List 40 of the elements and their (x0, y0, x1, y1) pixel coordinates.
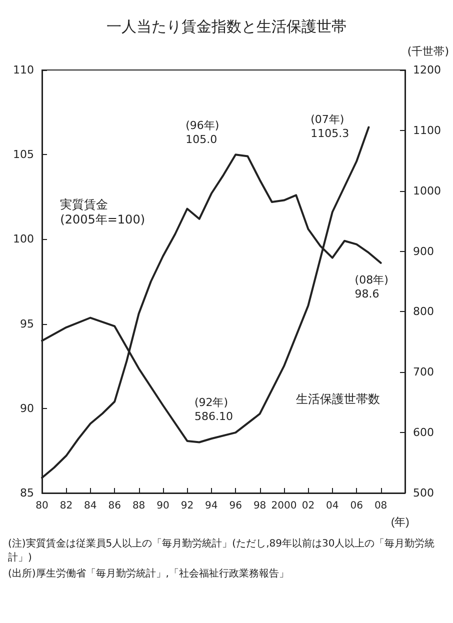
annotation: (08年) 98.6 (354, 273, 388, 300)
x-tick-label: 92 (180, 500, 194, 512)
y-tick-label: 105 (13, 148, 34, 162)
annotation: (07年) 1105.3 (310, 112, 350, 140)
x-tick-label: 02 (302, 500, 315, 512)
text: (出所)厚生労働省「毎月勤労統計」,「社会福祉行政業務報告」 (8, 568, 289, 580)
y2-tick-label: 700 (413, 366, 434, 379)
y2-tick-label: 900 (413, 244, 434, 258)
y2-tick-label: 800 (413, 305, 434, 318)
text: (注)実質賃金は従業員5人以上の「毎月勤労統計」(ただし,89年以前は30人以上の「毎月勤労統計」) (8, 538, 435, 564)
chart-title: 一人当たり賃金指数と生活保護世帯 (106, 18, 346, 36)
y-tick-label: 95 (20, 317, 34, 330)
x-tick-label: 2000 (271, 500, 297, 512)
y2-tick-label: 1100 (413, 124, 441, 137)
annotation: (92年) 586.10 (194, 396, 233, 424)
x-tick-label: 98 (253, 500, 266, 512)
y-tick-label: 90 (20, 402, 34, 415)
y2-tick-label: 500 (413, 486, 434, 500)
x-tick-label: 96 (229, 500, 242, 512)
y-tick-label: 85 (20, 486, 34, 500)
x-tick-label: 86 (108, 500, 121, 512)
x-axis-title: (年) (391, 516, 410, 528)
series-label: 生活保護世帯数 (296, 392, 380, 406)
y2-tick-label: 600 (413, 426, 434, 440)
x-tick-label: 82 (60, 500, 73, 512)
x-tick-label: 04 (326, 500, 339, 512)
y2-tick-label: 1200 (413, 64, 441, 76)
y-tick-label: 110 (13, 64, 34, 76)
x-tick-label: 90 (156, 500, 170, 512)
x-tick-label: 80 (36, 500, 48, 512)
x-tick-label: 94 (205, 500, 218, 512)
x-tick-label: 08 (374, 500, 388, 512)
y2-axis-title: (千世帯) (407, 45, 450, 58)
x-tick-label: 84 (84, 500, 97, 512)
x-tick-label: 88 (132, 500, 146, 512)
y2-tick-label: 1000 (413, 184, 441, 198)
annotation: (96年) 105.0 (186, 119, 220, 146)
y-tick-label: 100 (13, 232, 34, 246)
x-tick-label: 06 (350, 500, 363, 512)
text: 実質賃金 (2005年=100) (60, 197, 146, 226)
